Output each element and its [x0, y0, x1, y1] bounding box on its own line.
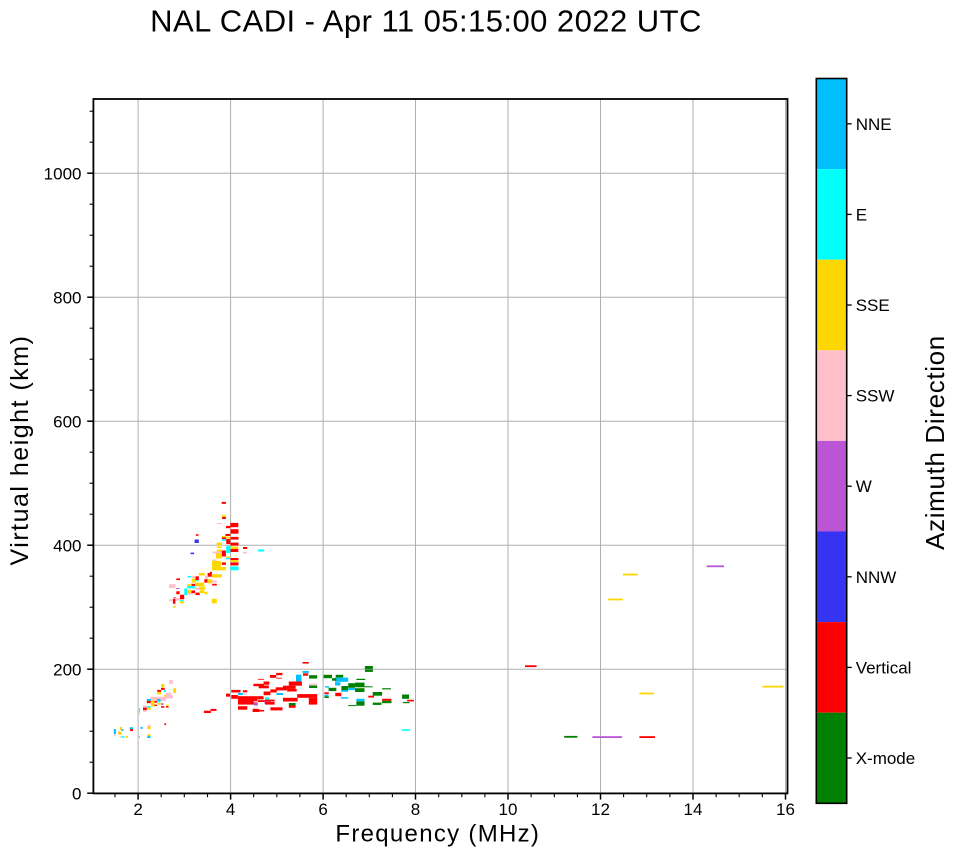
- svg-text:2: 2: [133, 800, 142, 819]
- svg-text:NAL CADI - Apr 11 05:15:00 202: NAL CADI - Apr 11 05:15:00 2022 UTC: [150, 4, 702, 39]
- svg-text:0: 0: [72, 785, 81, 804]
- svg-text:Frequency (MHz): Frequency (MHz): [335, 820, 540, 847]
- svg-text:Vertical: Vertical: [856, 658, 912, 677]
- svg-text:4: 4: [226, 800, 235, 819]
- svg-text:W: W: [856, 477, 872, 496]
- svg-text:Azimuth Direction: Azimuth Direction: [920, 335, 950, 550]
- svg-text:800: 800: [53, 289, 81, 308]
- svg-text:14: 14: [684, 800, 703, 819]
- svg-text:10: 10: [499, 800, 518, 819]
- svg-text:200: 200: [53, 661, 81, 680]
- svg-text:400: 400: [53, 537, 81, 556]
- svg-text:8: 8: [411, 800, 420, 819]
- svg-text:NNE: NNE: [856, 115, 892, 134]
- svg-text:600: 600: [53, 413, 81, 432]
- svg-text:NNW: NNW: [856, 568, 897, 587]
- svg-text:Virtual height (km): Virtual height (km): [6, 335, 34, 566]
- svg-text:12: 12: [591, 800, 610, 819]
- svg-text:16: 16: [776, 800, 795, 819]
- svg-text:SSE: SSE: [856, 296, 890, 315]
- svg-text:6: 6: [318, 800, 327, 819]
- svg-text:E: E: [856, 205, 867, 224]
- svg-text:SSW: SSW: [856, 387, 895, 406]
- svg-text:X-mode: X-mode: [856, 749, 916, 768]
- svg-text:1000: 1000: [44, 165, 82, 184]
